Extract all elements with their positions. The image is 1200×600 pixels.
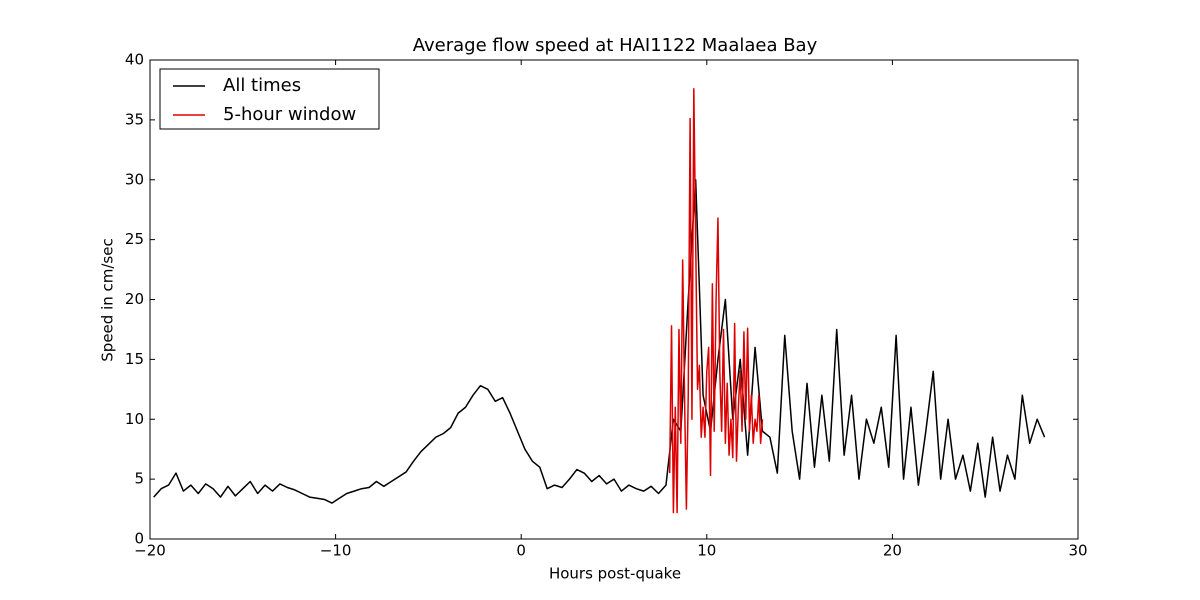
x-tick-label: −20 xyxy=(134,542,166,560)
y-axis-label: Speed in cm/sec xyxy=(99,238,117,361)
x-tick-label: 20 xyxy=(883,542,902,560)
x-tick-label: 10 xyxy=(697,542,716,560)
series-line xyxy=(153,179,1046,504)
x-tick-label: 30 xyxy=(1068,542,1087,560)
x-tick-label: −10 xyxy=(320,542,352,560)
x-tick-label: 0 xyxy=(516,542,526,560)
chart-title: Average flow speed at HAI1122 Maalaea Ba… xyxy=(413,35,818,56)
y-tick-label: 5 xyxy=(134,470,144,488)
legend-box xyxy=(159,68,380,130)
y-tick-label: 40 xyxy=(125,51,144,69)
legend-label: 5-hour window xyxy=(223,104,356,125)
y-tick-label: 30 xyxy=(125,170,144,188)
legend: All times 5-hour window xyxy=(159,68,380,130)
y-tick-label: 35 xyxy=(125,110,144,128)
series-line xyxy=(668,87,764,514)
y-tick-label: 15 xyxy=(125,350,144,368)
x-axis-label: Hours post-quake xyxy=(549,565,681,583)
plot-area xyxy=(153,87,1046,514)
legend-label: All times xyxy=(223,75,301,96)
y-tick-label: 25 xyxy=(125,230,144,248)
y-tick-label: 10 xyxy=(125,410,144,428)
y-tick-label: 20 xyxy=(125,290,144,308)
plot-frame xyxy=(149,59,1079,540)
y-tick-label: 0 xyxy=(134,530,144,548)
